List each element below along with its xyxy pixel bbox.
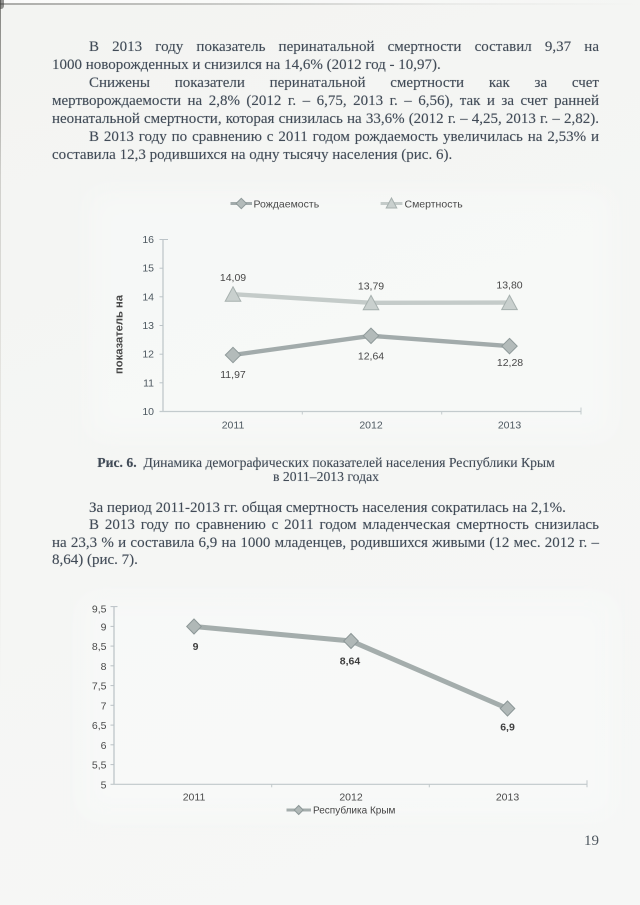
svg-text:5,5: 5,5 — [92, 760, 107, 772]
svg-text:11: 11 — [143, 377, 154, 389]
svg-text:13,80: 13,80 — [496, 279, 522, 291]
svg-text:12: 12 — [142, 349, 154, 361]
svg-text:Республика Крым: Республика Крым — [313, 805, 396, 817]
svg-text:2012: 2012 — [339, 792, 363, 804]
svg-text:8,5: 8,5 — [92, 641, 107, 653]
svg-text:13,79: 13,79 — [358, 280, 384, 292]
svg-text:7: 7 — [101, 700, 107, 712]
svg-text:2013: 2013 — [498, 420, 522, 432]
svg-text:2011: 2011 — [222, 420, 245, 432]
svg-text:9,5: 9,5 — [92, 604, 107, 616]
svg-text:12,64: 12,64 — [358, 350, 384, 362]
svg-text:2013: 2013 — [496, 792, 520, 804]
svg-text:6: 6 — [101, 740, 107, 752]
svg-text:14,09: 14,09 — [220, 272, 246, 284]
svg-text:13: 13 — [142, 320, 154, 332]
svg-text:2012: 2012 — [359, 420, 383, 432]
svg-text:11,97: 11,97 — [220, 369, 246, 381]
svg-text:15: 15 — [142, 263, 154, 275]
svg-text:2011: 2011 — [183, 792, 206, 804]
svg-text:14: 14 — [142, 291, 154, 303]
svg-text:9: 9 — [193, 641, 199, 653]
svg-text:8,64: 8,64 — [340, 656, 361, 668]
svg-text:12,28: 12,28 — [497, 357, 523, 369]
svg-text:6,9: 6,9 — [500, 722, 515, 734]
svg-text:Рождаемость: Рождаемость — [254, 198, 320, 210]
svg-text:7,5: 7,5 — [92, 681, 107, 693]
svg-text:Смертность: Смертность — [405, 198, 464, 210]
svg-text:16: 16 — [142, 234, 154, 246]
svg-text:6,5: 6,5 — [92, 720, 107, 732]
svg-text:9: 9 — [101, 621, 107, 633]
svg-text:10: 10 — [142, 406, 154, 418]
svg-text:показатель на: показатель на — [114, 294, 126, 374]
svg-text:5: 5 — [101, 779, 107, 791]
svg-text:8: 8 — [101, 661, 107, 673]
